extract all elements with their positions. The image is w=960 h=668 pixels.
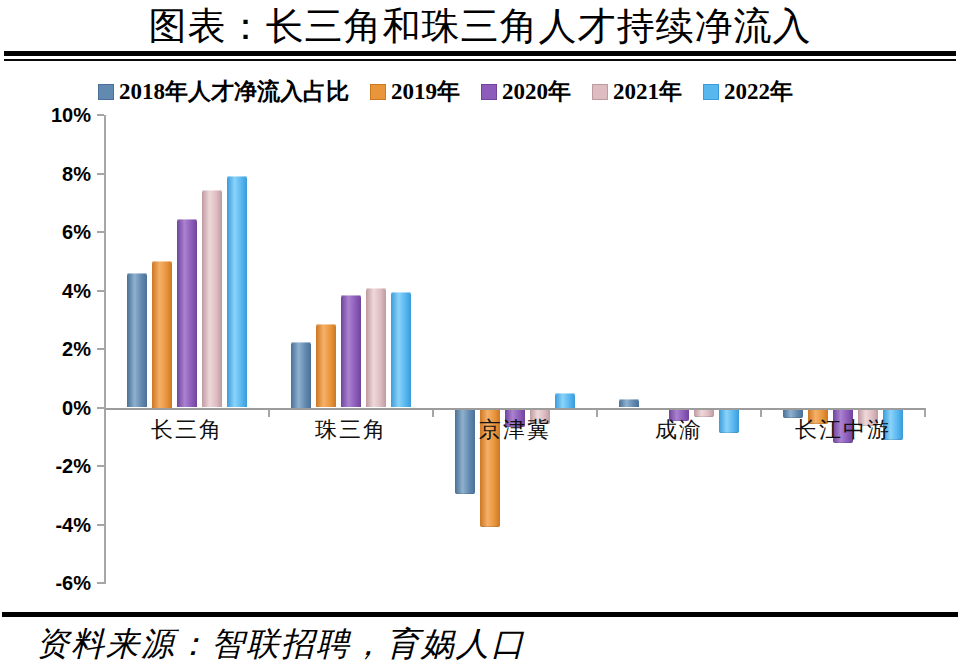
legend-item: 2020年 [481, 79, 571, 105]
legend-swatch-icon [370, 84, 386, 100]
legend-swatch-icon [703, 84, 719, 100]
y-axis-tick [97, 173, 104, 175]
bar [127, 273, 147, 408]
plot-area: 10%8%6%4%2%0%-2%-4%-6%长三角珠三角京津冀成渝长江中游 [105, 115, 925, 583]
y-axis-line [104, 115, 106, 584]
chart-legend: 2018年人才净流入占比 2019年 2020年 2021年 2022年 [98, 78, 793, 106]
y-axis-tick-label: 2% [29, 338, 91, 360]
legend-label: 2020年 [502, 79, 571, 105]
zero-axis-line [105, 408, 925, 410]
bar [366, 288, 386, 408]
legend-item: 2022年 [703, 79, 793, 105]
legend-label: 2019年 [391, 79, 460, 105]
y-axis-tick-label: 6% [29, 221, 91, 243]
bar [555, 393, 575, 408]
category-label: 京津冀 [433, 417, 597, 443]
category-label: 成渝 [597, 417, 761, 443]
source-note: 资料来源：智联招聘，育娲人口 [36, 622, 526, 666]
y-axis-tick-label: -4% [29, 514, 91, 536]
category-label: 长三角 [105, 417, 269, 443]
bar [152, 261, 172, 407]
legend-item: 2018年人才净流入占比 [98, 79, 349, 105]
legend-label: 2022年 [724, 79, 793, 105]
title-separator-thin [4, 59, 956, 61]
bar [619, 399, 639, 408]
legend-swatch-icon [592, 84, 608, 100]
category-label: 长江中游 [761, 417, 925, 443]
legend-item: 2021年 [592, 79, 682, 105]
category-label: 珠三角 [269, 417, 433, 443]
y-axis-tick [97, 231, 104, 233]
legend-label: 2021年 [613, 79, 682, 105]
legend-swatch-icon [481, 84, 497, 100]
y-axis-tick [97, 582, 104, 584]
bottom-separator [2, 612, 958, 617]
legend-label: 2018年人才净流入占比 [119, 79, 349, 105]
bar [316, 324, 336, 407]
y-axis-tick-label: 0% [29, 397, 91, 419]
legend-swatch-icon [98, 84, 114, 100]
y-axis-tick [97, 407, 104, 409]
y-axis-tick-label: 4% [29, 280, 91, 302]
chart-title: 图表：长三角和珠三角人才持续净流入 [0, 2, 960, 50]
chart-page: 图表：长三角和珠三角人才持续净流入 2018年人才净流入占比 2019年 2020年… [0, 0, 960, 668]
bar [202, 190, 222, 408]
bar [291, 342, 311, 408]
y-axis-tick [97, 114, 104, 116]
y-axis-tick-label: -2% [29, 455, 91, 477]
legend-item: 2019年 [370, 79, 460, 105]
y-axis-tick [97, 290, 104, 292]
y-axis-tick [97, 465, 104, 467]
bar [341, 295, 361, 408]
y-axis-tick-label: 8% [29, 163, 91, 185]
bar [177, 219, 197, 408]
bar [391, 292, 411, 408]
title-separator-thick [4, 51, 956, 56]
y-axis-tick-label: -6% [29, 572, 91, 594]
bar [227, 176, 247, 407]
y-axis-tick [97, 524, 104, 526]
y-axis-tick-label: 10% [29, 104, 91, 126]
y-axis-tick [97, 348, 104, 350]
